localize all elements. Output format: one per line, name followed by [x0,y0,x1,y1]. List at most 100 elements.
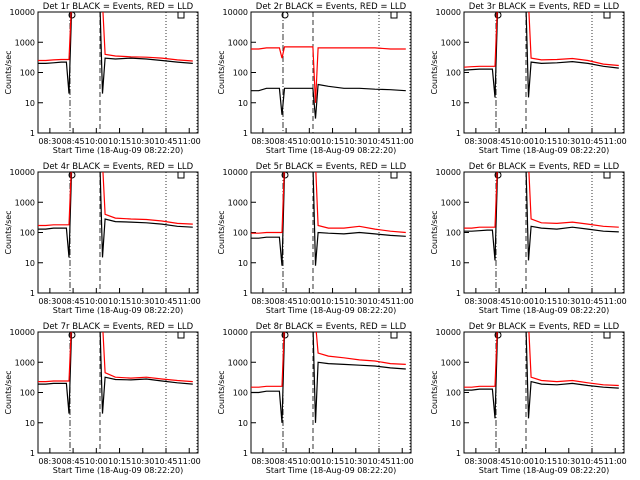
x-tick-label: 10:15 [108,137,131,146]
y-tick-label: 100 [446,69,461,78]
y-tick-label: 1000 [15,38,35,47]
chart-panel: Det 1r BLACK = Events, RED = LLD Start Ti… [4,2,201,155]
x-tick-label: 10:45 [154,137,177,146]
y-tick-label: 10000 [10,168,35,177]
eclipse-marker [603,12,611,19]
x-tick-label: 10:00 [298,137,321,146]
y-tick-label: 1000 [228,198,248,207]
x-tick-label: 08:45 [275,457,298,466]
x-tick-label: 10:30 [344,297,367,306]
y-tick-label: 1000 [441,38,461,47]
y-axis-label: Counts/sec [430,370,439,414]
x-tick-label: 11:00 [604,297,627,306]
x-axis-label: Start Time (18-Aug-09 08:22:20) [53,306,184,315]
x-tick-label: 11:00 [391,297,414,306]
x-tick-label: 10:00 [85,297,108,306]
y-tick-label: 1000 [228,38,248,47]
y-tick-label: 10 [238,419,248,428]
y-tick-label: 10000 [223,328,248,337]
y-tick-label: 10000 [436,168,461,177]
series-line [38,12,193,62]
plot-frame [463,331,625,454]
x-tick-label: 10:00 [85,137,108,146]
x-tick-label: 08:30 [251,457,274,466]
y-axis-label: Counts/sec [4,50,13,94]
eclipse-marker [390,12,398,19]
chart-panel: Det 6r BLACK = Events, RED = LLD Start Ti… [430,162,627,315]
plot-frame [463,171,625,294]
y-tick-label: 10000 [10,8,35,17]
eclipse-marker [177,12,185,19]
series-line [251,172,406,266]
y-tick-label: 10 [25,259,35,268]
y-tick-label: 100 [233,69,248,78]
x-axis-label: Start Time (18-Aug-09 08:22:20) [266,306,397,315]
x-tick-label: 08:30 [464,137,487,146]
x-tick-label: 08:30 [251,297,274,306]
x-axis-label: Start Time (18-Aug-09 08:22:20) [266,146,397,155]
x-tick-label: 10:45 [580,137,603,146]
x-axis-label: Start Time (18-Aug-09 08:22:20) [266,466,397,475]
y-tick-label: 10 [238,259,248,268]
x-axis-label: Start Time (18-Aug-09 08:22:20) [479,146,610,155]
x-tick-label: 08:45 [488,457,511,466]
plot-frame [250,11,412,134]
plot-frame [37,11,199,134]
eclipse-marker [390,332,398,339]
x-tick-label: 11:00 [178,137,201,146]
x-tick-label: 08:45 [488,137,511,146]
eclipse-marker [603,332,611,339]
x-tick-label: 10:00 [511,457,534,466]
chart-title: Det 5r BLACK = Events, RED = LLD [256,162,407,172]
y-axis-label: Counts/sec [430,50,439,94]
chart-title: Det 9r BLACK = Events, RED = LLD [469,322,620,332]
y-tick-label: 100 [20,389,35,398]
x-tick-label: 10:15 [534,137,557,146]
x-tick-label: 10:30 [131,137,154,146]
y-tick-label: 10000 [10,328,35,337]
series-line [251,83,406,119]
y-tick-label: 1 [30,129,35,138]
chart-title: Det 1r BLACK = Events, RED = LLD [43,2,194,12]
x-tick-label: 10:00 [85,457,108,466]
x-tick-label: 11:00 [391,137,414,146]
y-axis-label: Counts/sec [217,50,226,94]
y-tick-label: 1 [456,289,461,298]
chart-panel: Det 8r BLACK = Events, RED = LLD Start Ti… [217,322,414,475]
y-tick-label: 10 [451,99,461,108]
x-tick-label: 10:30 [131,457,154,466]
y-axis-label: Counts/sec [217,370,226,414]
y-axis-label: Counts/sec [4,370,13,414]
chart-title: Det 8r BLACK = Events, RED = LLD [256,322,407,332]
y-tick-label: 1 [456,449,461,458]
x-tick-label: 11:00 [604,457,627,466]
x-tick-label: 10:15 [321,297,344,306]
x-tick-label: 10:00 [298,297,321,306]
y-tick-label: 1000 [441,198,461,207]
y-tick-label: 1 [243,289,248,298]
x-tick-label: 08:30 [38,297,61,306]
y-tick-label: 1000 [228,358,248,367]
x-axis-label: Start Time (18-Aug-09 08:22:20) [53,466,184,475]
chart-panel: Det 7r BLACK = Events, RED = LLD Start Ti… [4,322,201,475]
y-tick-label: 10 [451,419,461,428]
x-tick-label: 10:15 [108,297,131,306]
series-line [251,332,406,388]
y-tick-label: 10000 [223,168,248,177]
y-tick-label: 10000 [436,8,461,17]
series-line [464,332,619,388]
series-line [38,172,193,227]
x-tick-label: 10:15 [534,457,557,466]
y-tick-label: 1000 [15,358,35,367]
x-tick-label: 10:30 [557,457,580,466]
x-tick-label: 11:00 [391,457,414,466]
y-axis-label: Counts/sec [4,210,13,254]
x-tick-label: 10:45 [367,297,390,306]
chart-title: Det 4r BLACK = Events, RED = LLD [43,162,194,172]
chart-title: Det 3r BLACK = Events, RED = LLD [469,2,620,12]
series-line [251,332,406,423]
y-axis-label: Counts/sec [217,210,226,254]
series-line [464,12,619,68]
x-tick-label: 11:00 [604,137,627,146]
